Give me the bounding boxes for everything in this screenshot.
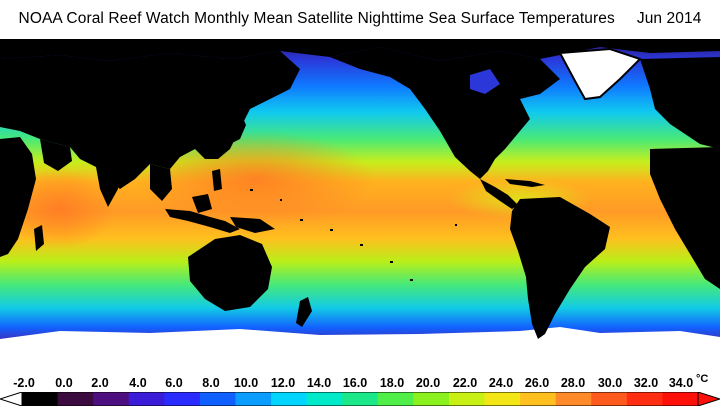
tick-label: 16.0 xyxy=(342,376,368,390)
europe xyxy=(640,57,720,149)
central-america xyxy=(480,179,518,209)
borneo xyxy=(192,194,212,213)
colorbar-segment xyxy=(235,392,272,406)
arabian-peninsula xyxy=(40,139,72,171)
tick-label: 20.0 xyxy=(415,376,441,390)
colorbar-labels: -2.0 0.0 2.0 4.0 6.0 8.0 10.0 12.0 14.0 … xyxy=(0,373,720,392)
tick-label: 22.0 xyxy=(452,376,478,390)
title-text: NOAA Coral Reef Watch Monthly Mean Satel… xyxy=(18,10,615,27)
greenland xyxy=(560,49,640,99)
tick-label: 10.0 xyxy=(233,376,259,390)
africa-left xyxy=(0,137,36,257)
tick-label: 30.0 xyxy=(597,376,623,390)
colorbar-segment xyxy=(271,392,308,406)
tick-label: 14.0 xyxy=(306,376,332,390)
colorbar-low-arrow xyxy=(0,391,23,407)
sst-map-svg xyxy=(0,39,720,371)
colorbar-segment xyxy=(662,392,699,406)
india xyxy=(96,167,120,207)
arctic-land xyxy=(0,39,720,61)
colorbar-segment xyxy=(413,392,450,406)
colorbar-segments xyxy=(22,392,699,406)
colorbar-segment xyxy=(164,392,201,406)
africa xyxy=(650,147,720,289)
colorbar-segment xyxy=(377,392,414,406)
tick-label: 28.0 xyxy=(560,376,586,390)
tick-label: 0.0 xyxy=(55,376,73,390)
colorbar-segment xyxy=(57,392,94,406)
tick-label: 18.0 xyxy=(379,376,405,390)
pacific-islands xyxy=(250,189,457,281)
colorbar-segment xyxy=(342,392,379,406)
tick-label: 32.0 xyxy=(633,376,659,390)
hudson-bay xyxy=(470,69,500,94)
antarctica-ice xyxy=(0,327,720,371)
eurasia xyxy=(0,51,300,189)
japan xyxy=(228,111,246,143)
indochina xyxy=(150,164,172,201)
colorbar-svg xyxy=(0,391,720,407)
new-zealand xyxy=(296,297,312,327)
colorbar-segment xyxy=(484,392,521,406)
colorbar-segment xyxy=(448,392,486,406)
australia xyxy=(188,235,272,311)
tick-label: 12.0 xyxy=(270,376,296,390)
tick-label: 6.0 xyxy=(165,376,183,390)
unit-label: °C xyxy=(696,373,709,385)
indonesia xyxy=(165,209,240,233)
tick-label: -2.0 xyxy=(13,376,35,390)
new-guinea xyxy=(230,217,275,233)
tick-label: 4.0 xyxy=(129,376,147,390)
colorbar-segment xyxy=(199,392,237,406)
tick-label: 24.0 xyxy=(488,376,514,390)
north-america xyxy=(330,47,560,179)
colorbar-segment xyxy=(555,392,592,406)
colorbar-segment xyxy=(591,392,628,406)
south-america xyxy=(510,197,610,339)
caribbean-islands xyxy=(505,179,545,187)
map-title: NOAA Coral Reef Watch Monthly Mean Satel… xyxy=(0,10,720,28)
tick-label: 34.0 xyxy=(668,376,694,390)
colorbar xyxy=(0,391,720,407)
tick-label: 2.0 xyxy=(91,376,109,390)
philippines xyxy=(212,169,222,191)
tick-label: 8.0 xyxy=(202,376,220,390)
tick-label: 26.0 xyxy=(524,376,550,390)
sst-map xyxy=(0,39,720,371)
madagascar xyxy=(34,225,44,251)
colorbar-segment xyxy=(520,392,557,406)
colorbar-segment xyxy=(626,392,664,406)
greenland-outline xyxy=(558,47,642,101)
colorbar-high-arrow xyxy=(697,391,720,407)
colorbar-segment xyxy=(93,392,130,406)
title-date: Jun 2014 xyxy=(636,10,702,27)
colorbar-segment xyxy=(306,392,343,406)
colorbar-segment xyxy=(128,392,165,406)
colorbar-segment xyxy=(22,392,59,406)
